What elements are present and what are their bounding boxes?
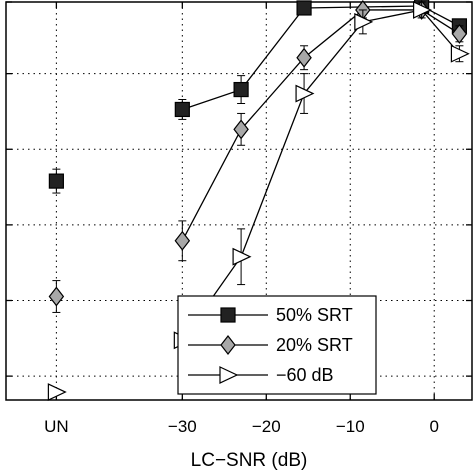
data-point bbox=[232, 247, 252, 266]
plot-frame bbox=[5, 1, 473, 401]
data-point bbox=[450, 44, 470, 63]
data-point bbox=[413, 1, 433, 19]
x-tick-label: −30 bbox=[168, 417, 197, 436]
data-point bbox=[354, 12, 374, 31]
legend-label: 20% SRT bbox=[276, 335, 353, 355]
series-line bbox=[182, 5, 460, 111]
x-tick-label: 0 bbox=[429, 417, 438, 436]
legend-marker bbox=[220, 307, 236, 323]
data-point bbox=[47, 383, 67, 401]
data-point bbox=[296, 47, 312, 68]
series-square bbox=[48, 0, 468, 194]
data-point bbox=[174, 101, 190, 118]
x-tick-label: UN bbox=[44, 417, 69, 436]
data-point bbox=[295, 84, 315, 103]
series-line bbox=[181, 9, 460, 242]
x-tick-labels: UN −30 −20 −10 0 bbox=[44, 417, 439, 436]
data-point bbox=[233, 81, 249, 98]
series-diamond bbox=[48, 0, 468, 313]
legend-label: −60 dB bbox=[276, 365, 334, 385]
legend-marker bbox=[220, 335, 236, 355]
data-point bbox=[296, 0, 312, 16]
data-point bbox=[233, 119, 249, 140]
axis-ticks bbox=[6, 1, 472, 400]
series-line bbox=[181, 9, 460, 341]
data-point bbox=[451, 23, 468, 44]
x-tick-label: −10 bbox=[336, 417, 365, 436]
x-axis-label: LC−SNR (dB) bbox=[191, 450, 308, 471]
x-tick-label: −20 bbox=[252, 417, 281, 436]
legend: 50% SRT 20% SRT −60 dB bbox=[177, 295, 377, 395]
data-point bbox=[48, 173, 64, 189]
data-point bbox=[174, 230, 191, 251]
data-point bbox=[48, 286, 65, 307]
legend-marker bbox=[219, 366, 239, 384]
legend-label: 50% SRT bbox=[276, 305, 353, 325]
